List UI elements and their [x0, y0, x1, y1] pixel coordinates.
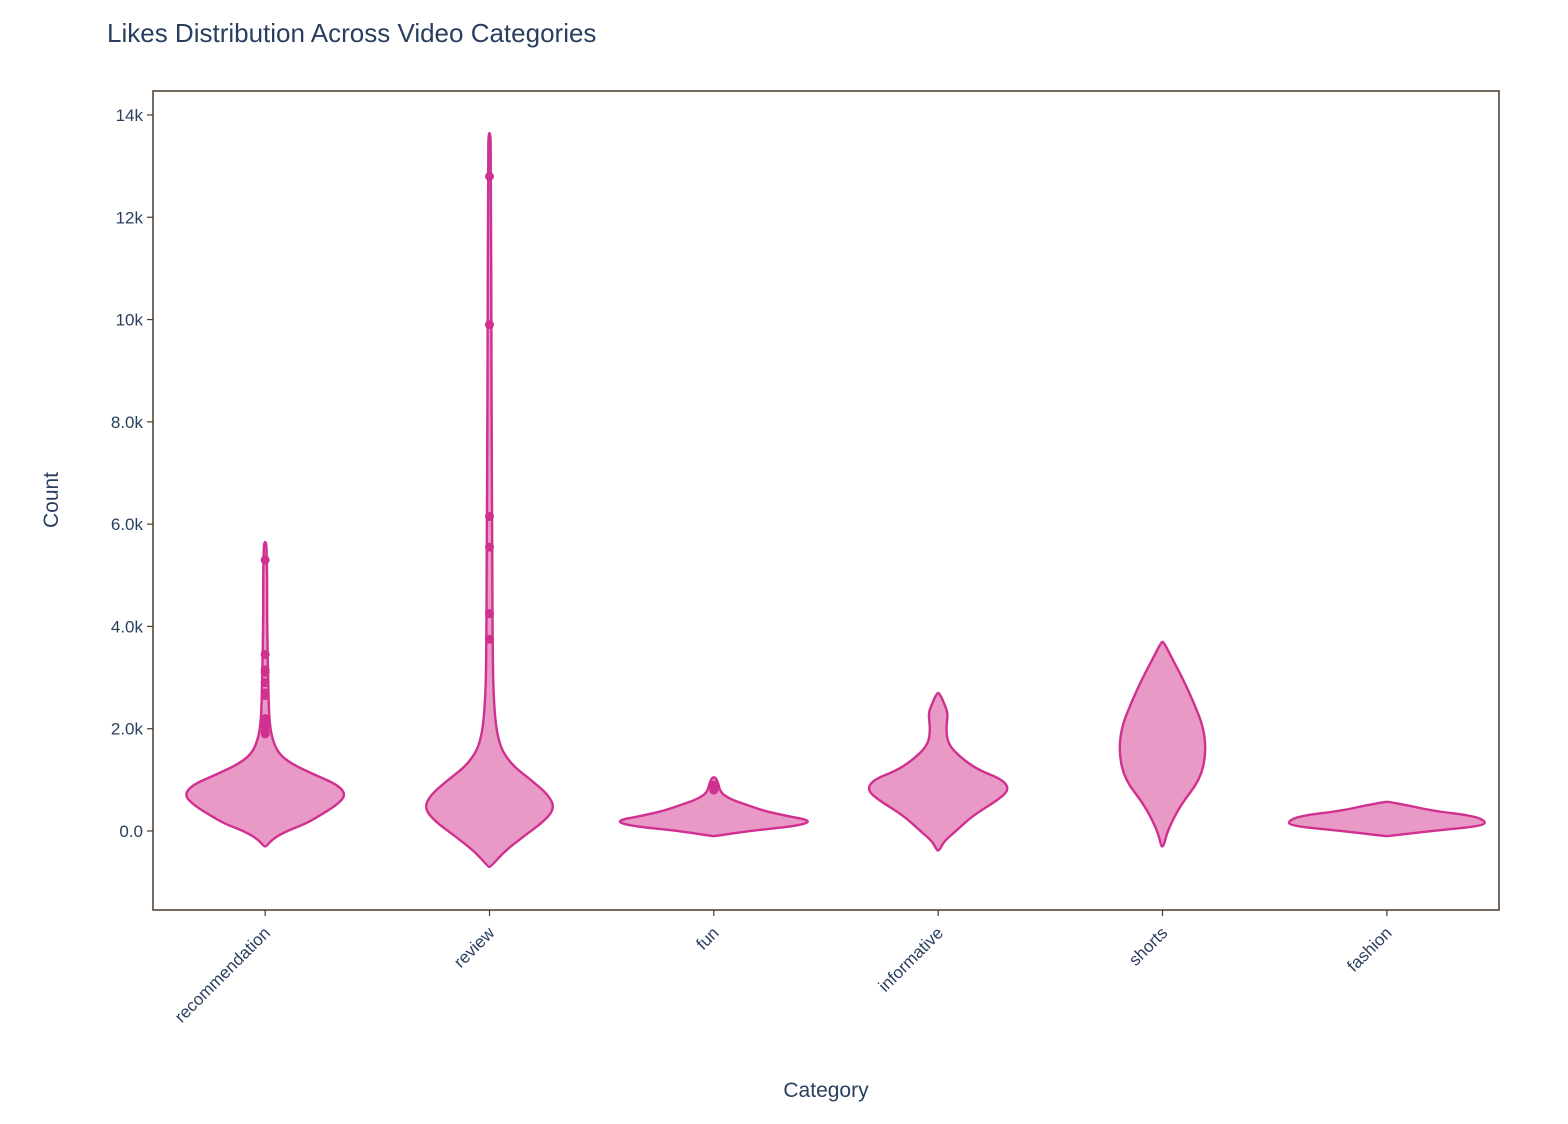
violins-layer	[185, 131, 1486, 868]
x-tick-label: recommendation	[171, 923, 274, 1026]
y-tick-label: 10k	[116, 311, 144, 330]
y-tick-label: 2.0k	[111, 720, 144, 739]
y-tick-label: 14k	[116, 106, 144, 125]
chart-title: Likes Distribution Across Video Categori…	[107, 18, 597, 48]
outlier-point	[260, 555, 270, 565]
y-tick-label: 8.0k	[111, 413, 144, 432]
y-axis-title: Count	[40, 472, 63, 528]
outlier-point	[260, 690, 270, 700]
violin-review	[425, 131, 554, 868]
x-axis: recommendation review fun informative shorts…	[171, 910, 1396, 1026]
violin-fun	[618, 776, 809, 838]
outlier-point	[485, 609, 494, 619]
x-tick-label: informative	[875, 923, 947, 995]
outlier-point	[709, 785, 719, 795]
outlier-point	[485, 171, 494, 181]
outlier-point	[485, 634, 494, 644]
violin-fashion	[1287, 800, 1486, 838]
violin-shorts	[1118, 640, 1207, 848]
outlier-point	[485, 511, 494, 521]
y-tick-label: 6.0k	[111, 515, 144, 534]
violin-body	[1118, 640, 1207, 848]
outlier-point	[485, 320, 494, 330]
outlier-point	[260, 678, 270, 688]
x-tick-label: shorts	[1125, 923, 1171, 969]
outlier-point	[260, 729, 270, 739]
y-tick-label: 0.0	[119, 822, 143, 841]
x-tick-label: fun	[693, 923, 723, 953]
outlier-point	[260, 667, 270, 677]
violin-body	[867, 691, 1009, 852]
outlier-point	[260, 650, 270, 660]
violin-body	[618, 776, 809, 838]
x-axis-title: Category	[783, 1079, 869, 1102]
x-tick-label: review	[450, 923, 499, 972]
y-tick-label: 12k	[116, 208, 144, 227]
outlier-point	[485, 542, 494, 552]
x-tick-label: fashion	[1343, 923, 1395, 975]
violin-body	[1287, 800, 1486, 838]
violin-body	[425, 131, 554, 868]
plot-frame	[152, 90, 1500, 911]
y-axis: 0.0 2.0k 4.0k 6.0k 8.0k 10k 12k 14k	[111, 106, 153, 841]
y-tick-label: 4.0k	[111, 617, 144, 636]
violin-informative	[867, 691, 1009, 852]
violin-recommendation	[185, 540, 346, 848]
